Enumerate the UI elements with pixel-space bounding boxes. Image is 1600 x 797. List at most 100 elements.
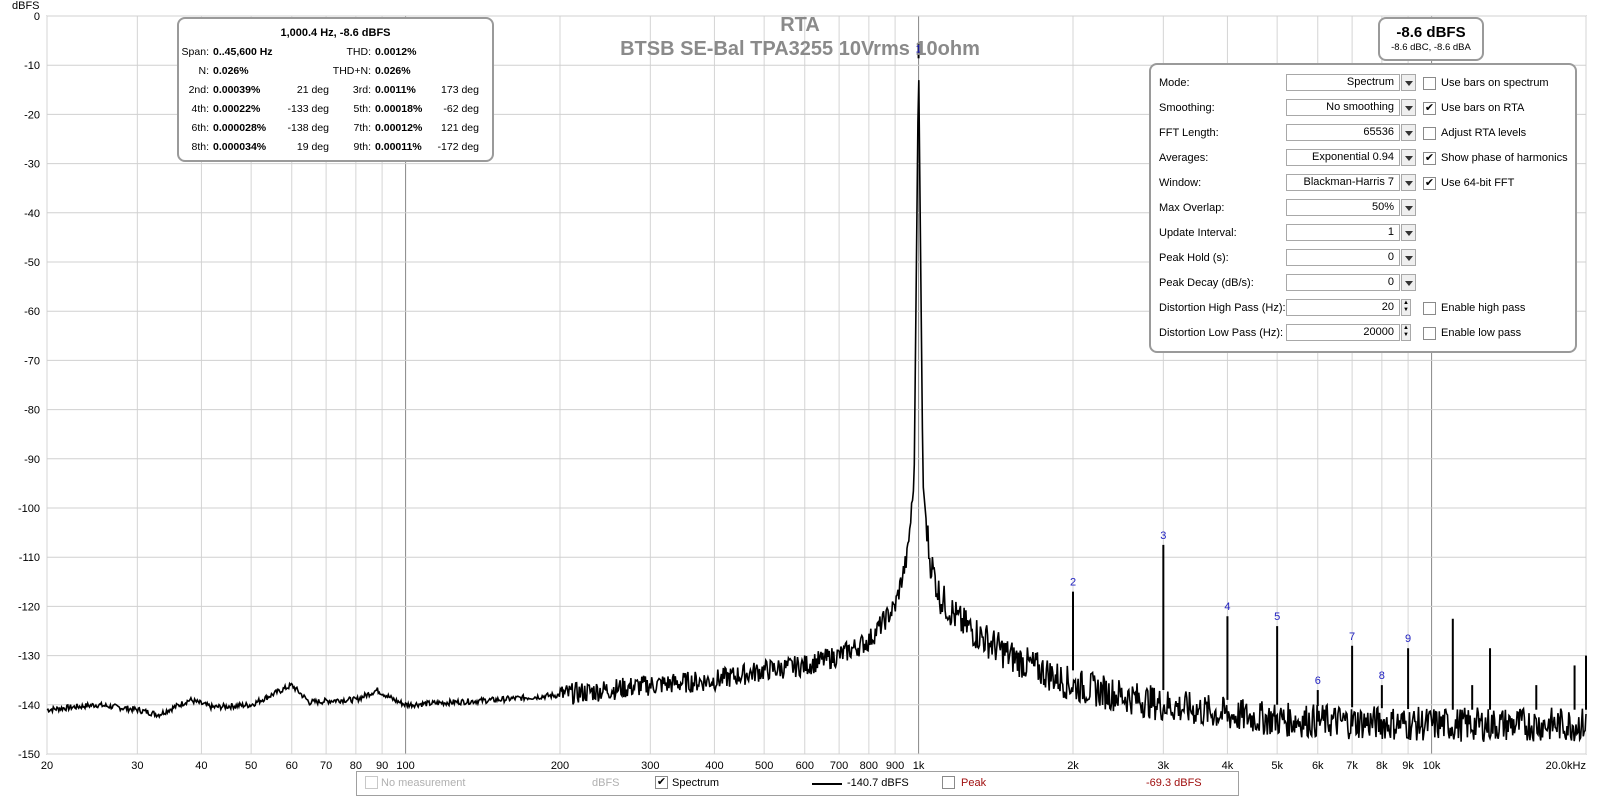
y-tick-label: -60 [24,306,40,318]
mode-select[interactable]: Spectrum [1286,74,1400,91]
x-tick-label: 5k [1271,760,1283,772]
x-tick-label: 20.0kHz [1546,760,1586,772]
legend-bar: No measurement dBFS ✔ Spectrum -140.7 dB… [356,771,1239,796]
x-tick-label: 400 [705,760,723,772]
peak-hold-label: Peak Hold (s): [1159,252,1229,264]
y-tick-label: -140 [18,700,40,712]
high-pass-checkbox[interactable] [1423,302,1436,315]
fft-length-select[interactable]: 65536 [1286,124,1400,141]
harmonic-label: 7 [1349,631,1355,643]
x-tick-label: 7k [1346,760,1358,772]
averages-select[interactable]: Exponential 0.94 [1286,149,1400,166]
stats-header: 1,000.4 Hz, -8.6 dBFS [280,27,391,39]
high-pass-spinner-icon[interactable]: ▲ ▼ [1401,299,1411,316]
averages-dropdown-icon[interactable] [1401,149,1416,166]
h3-phase: 173 deg [441,84,479,96]
x-tick-label: 60 [286,760,298,772]
distortion-low-pass-input[interactable]: 20000 [1286,324,1400,341]
x-tick-label: 1k [913,760,925,772]
x-tick-label: 600 [796,760,814,772]
mode-dropdown-icon[interactable] [1401,74,1416,91]
x-tick-label: 100 [396,760,414,772]
harmonic-label: 1 [916,43,922,55]
max-overlap-select[interactable]: 50% [1286,199,1400,216]
y-tick-label: -130 [18,651,40,663]
adjust-rta-levels-checkbox[interactable] [1423,127,1436,140]
chart-subtitle: BTSB SE-Bal TPA3255 10Vrms 10ohm [620,38,980,60]
spectrum-checkbox[interactable]: ✔ [655,776,668,789]
y-tick-label: -120 [18,601,40,613]
fft-length-dropdown-icon[interactable] [1401,124,1416,141]
x-tick-label: 6k [1312,760,1324,772]
harmonic-label: 8 [1379,670,1385,682]
y-tick-label: -70 [24,355,40,367]
show-phase-label: Show phase of harmonics [1441,152,1568,164]
x-tick-label: 800 [860,760,878,772]
low-pass-spinner-icon[interactable]: ▲ ▼ [1401,324,1411,341]
y-tick-label: 0 [34,11,40,23]
h8-value: 0.000034% [213,141,267,153]
h8-phase: 19 deg [296,141,329,153]
distortion-low-pass-label: Distortion Low Pass (Hz): [1159,327,1284,339]
peak-decay-dropdown-icon[interactable] [1401,274,1416,291]
peak-decay-select[interactable]: 0 [1286,274,1400,291]
fft64-label: Use 64-bit FFT [1441,177,1515,189]
y-tick-label: -90 [24,454,40,466]
distortion-high-pass-input[interactable]: 20 [1286,299,1400,316]
x-tick-label: 300 [641,760,659,772]
h4-phase: -133 deg [287,103,329,115]
window-label: Window: [1159,177,1202,189]
peak-decay-label: Peak Decay (dB/s): [1159,277,1254,289]
window-select[interactable]: Blackman-Harris 7 [1286,174,1400,191]
h9-label: 9th: [353,141,371,153]
bars-on-spectrum-checkbox[interactable] [1423,77,1436,90]
thd-value: 0.0012% [375,46,417,58]
max-overlap-dropdown-icon[interactable] [1401,199,1416,216]
h4-value: 0.00022% [213,103,261,115]
max-overlap-label: Max Overlap: [1159,202,1225,214]
bars-on-rta-checkbox[interactable]: ✔ [1423,102,1436,115]
y-tick-label: -10 [24,60,40,72]
n-label: N: [198,65,210,77]
peak-hold-select[interactable]: 0 [1286,249,1400,266]
x-tick-label: 30 [131,760,143,772]
y-axis-label: dBFS [12,0,40,12]
adjust-rta-levels-label: Adjust RTA levels [1441,127,1527,139]
h2-value: 0.00039% [213,84,261,96]
bars-on-spectrum-label: Use bars on spectrum [1441,77,1549,89]
h6-label: 6th: [191,122,209,134]
update-interval-dropdown-icon[interactable] [1401,224,1416,241]
spectrum-line-swatch [812,783,842,785]
spectrum-label: Spectrum [672,777,720,789]
fft64-checkbox[interactable]: ✔ [1423,177,1436,190]
peak-checkbox[interactable] [942,776,955,789]
averages-label: Averages: [1159,152,1209,164]
peak-hold-dropdown-icon[interactable] [1401,249,1416,266]
y-tick-label: -100 [18,503,40,515]
harmonic-label: 6 [1315,675,1321,687]
low-pass-checkbox[interactable] [1423,327,1436,340]
span-value: 0..45,600 Hz [213,46,273,58]
h6-value: 0.000028% [213,122,267,134]
level-readout: -8.6 dBFS -8.6 dBC, -8.6 dBA [1378,17,1484,61]
low-pass-label: Enable low pass [1441,327,1522,339]
smoothing-dropdown-icon[interactable] [1401,99,1416,116]
window-dropdown-icon[interactable] [1401,174,1416,191]
x-tick-label: 500 [755,760,773,772]
smoothing-select[interactable]: No smoothing [1286,99,1400,116]
chart-title: RTA [780,14,820,36]
update-interval-label: Update Interval: [1159,227,1237,239]
n-value: 0.026% [213,65,249,77]
h9-phase: -172 deg [437,141,479,153]
harmonic-label: 4 [1224,601,1230,613]
y-tick-label: -30 [24,159,40,171]
thdn-value: 0.026% [375,65,411,77]
h7-phase: 121 deg [441,122,479,134]
show-phase-checkbox[interactable]: ✔ [1423,152,1436,165]
h9-value: 0.00011% [375,141,422,153]
update-interval-select[interactable]: 1 [1286,224,1400,241]
no-measurement-checkbox[interactable] [365,776,378,789]
x-tick-label: 70 [320,760,332,772]
x-tick-label: 700 [830,760,848,772]
bars-on-rta-label: Use bars on RTA [1441,102,1525,114]
